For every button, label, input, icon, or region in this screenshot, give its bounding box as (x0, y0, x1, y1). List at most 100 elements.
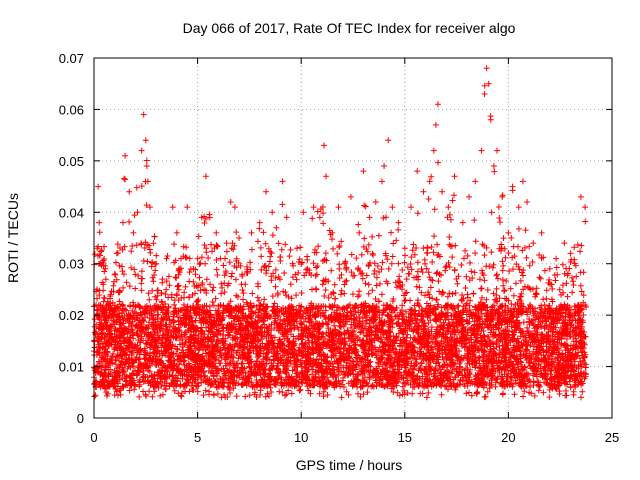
data-point (451, 173, 458, 180)
data-point (490, 261, 497, 268)
data-point (384, 256, 391, 263)
data-point (109, 299, 116, 306)
data-point (393, 355, 400, 362)
data-point (439, 353, 446, 360)
data-point (420, 323, 427, 330)
data-point (432, 121, 439, 128)
data-point (343, 277, 350, 284)
data-point (187, 342, 194, 349)
data-point (128, 248, 135, 255)
data-point (109, 359, 116, 366)
data-point (418, 360, 425, 367)
data-point (173, 292, 180, 299)
data-point (449, 291, 456, 298)
data-point (544, 358, 551, 365)
data-point (189, 291, 196, 298)
data-point (438, 382, 445, 389)
data-point (171, 241, 178, 248)
data-point (244, 263, 251, 270)
data-point (377, 280, 384, 287)
data-point (440, 289, 447, 296)
data-point (490, 290, 497, 297)
data-point (382, 214, 389, 221)
data-point (546, 265, 553, 272)
data-point (541, 314, 548, 321)
data-point (226, 379, 233, 386)
data-point (240, 296, 247, 303)
data-point (314, 263, 321, 270)
data-point (484, 287, 491, 294)
data-point (293, 306, 300, 313)
data-point (254, 294, 261, 301)
data-point (486, 350, 493, 357)
data-point (348, 269, 355, 276)
data-point (218, 366, 225, 373)
data-point (279, 389, 286, 396)
data-point (486, 337, 493, 344)
data-point (163, 278, 170, 285)
data-point (163, 255, 170, 262)
data-point (434, 252, 441, 259)
data-point (369, 350, 376, 357)
data-point (370, 252, 377, 259)
data-point (294, 371, 301, 378)
data-point (407, 260, 414, 267)
data-point (329, 236, 336, 243)
data-point (111, 338, 118, 345)
data-point (414, 210, 421, 217)
data-point (338, 287, 345, 294)
data-point (411, 274, 418, 281)
data-point (422, 292, 429, 299)
data-point (411, 311, 418, 318)
data-point (123, 342, 130, 349)
data-point (147, 249, 154, 256)
data-point (271, 300, 278, 307)
data-point (404, 264, 411, 271)
data-point (524, 284, 531, 291)
data-point (383, 278, 390, 285)
data-point (157, 392, 164, 399)
data-point (328, 267, 335, 274)
data-point (508, 334, 515, 341)
data-point (538, 255, 545, 262)
data-point (236, 235, 243, 241)
data-point (481, 277, 488, 284)
data-point (577, 394, 584, 401)
data-point (500, 235, 507, 242)
data-point (223, 240, 230, 247)
data-point (138, 240, 145, 247)
data-point (272, 283, 279, 290)
data-point (580, 311, 587, 318)
data-point (523, 254, 530, 261)
data-point (537, 310, 544, 317)
data-point (456, 360, 463, 367)
data-point (137, 339, 144, 346)
data-point (99, 279, 106, 286)
data-point (323, 173, 330, 180)
data-point (222, 394, 229, 401)
data-point (238, 281, 245, 288)
data-point (451, 266, 458, 273)
data-point (488, 360, 495, 367)
data-point (103, 363, 110, 370)
data-point (364, 248, 371, 255)
data-point (117, 344, 124, 351)
data-point (363, 379, 370, 386)
data-point (412, 307, 419, 314)
data-point (419, 269, 426, 276)
data-point (295, 356, 302, 363)
data-point (113, 276, 120, 283)
data-point (172, 274, 179, 281)
data-point (373, 274, 380, 281)
data-point (130, 299, 137, 306)
data-point (133, 242, 140, 249)
data-point (101, 369, 108, 376)
data-point (300, 318, 307, 325)
data-point (360, 168, 367, 175)
data-point (508, 301, 515, 308)
data-point (538, 302, 545, 309)
data-point (385, 137, 392, 144)
data-point (154, 292, 161, 299)
data-point (409, 247, 416, 254)
